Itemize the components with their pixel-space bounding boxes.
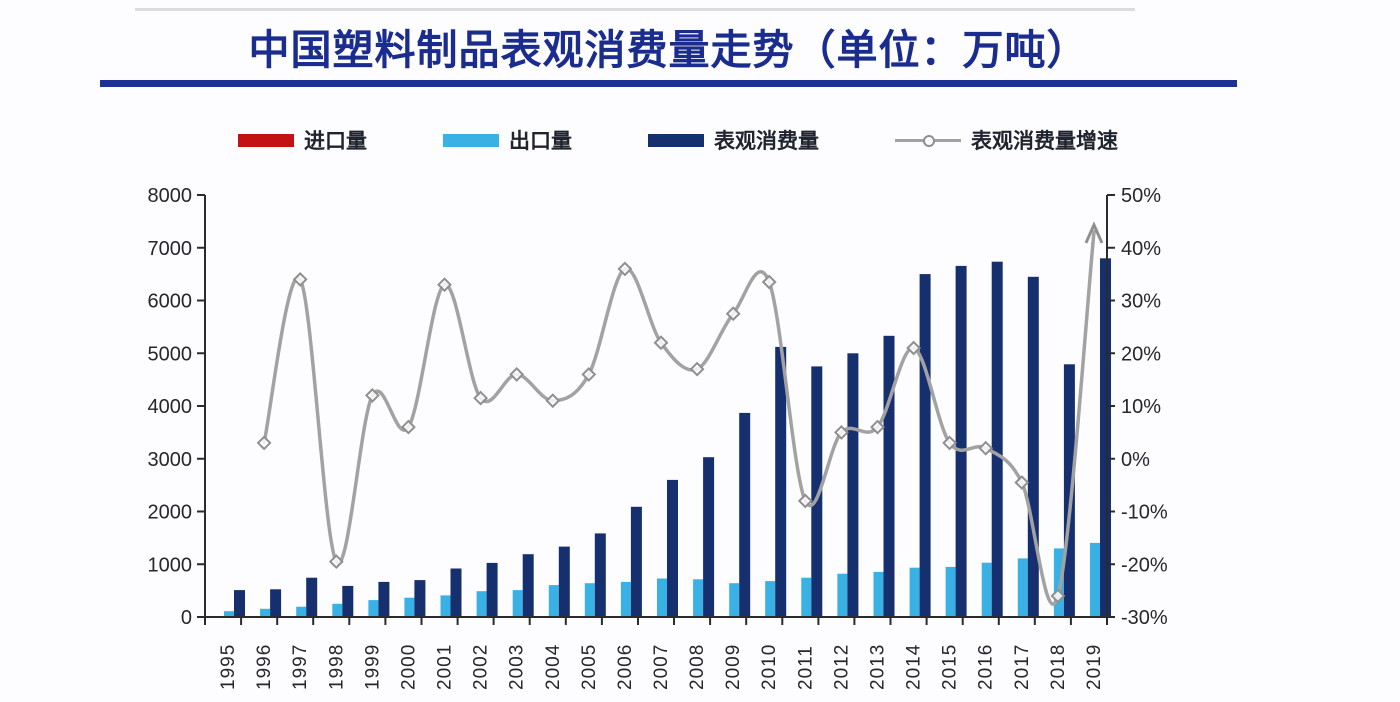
svg-text:1998: 1998	[326, 644, 347, 690]
svg-text:10%: 10%	[1121, 396, 1161, 418]
axes	[204, 195, 1108, 618]
svg-text:2015: 2015	[940, 644, 961, 690]
legend-item-0: 进口量	[238, 125, 367, 155]
x-axis-ticks	[204, 617, 1108, 625]
legend-item-1: 出口量	[443, 125, 572, 155]
svg-text:-10%: -10%	[1121, 502, 1168, 524]
legend-label: 出口量	[509, 130, 572, 153]
svg-text:2000: 2000	[148, 502, 193, 524]
svg-text:2013: 2013	[868, 644, 889, 690]
legend: 进口量 出口量 表观消费量 表观消费量增速	[238, 125, 1118, 155]
legend-color-swatch	[648, 133, 704, 147]
svg-text:2003: 2003	[507, 644, 528, 690]
svg-text:2012: 2012	[831, 644, 852, 690]
legend-label: 进口量	[304, 130, 367, 153]
svg-text:2002: 2002	[471, 644, 492, 690]
svg-text:5000: 5000	[148, 343, 193, 365]
svg-text:40%: 40%	[1121, 238, 1161, 260]
svg-text:2005: 2005	[579, 644, 600, 690]
svg-text:2019: 2019	[1084, 644, 1105, 690]
svg-text:3000: 3000	[148, 449, 193, 471]
legend-label: 表观消费量增速	[971, 130, 1118, 153]
top-border-rule	[135, 8, 1135, 11]
svg-text:1996: 1996	[254, 644, 275, 690]
svg-text:0: 0	[181, 607, 192, 629]
svg-text:2017: 2017	[1012, 644, 1033, 690]
svg-text:30%: 30%	[1121, 291, 1161, 313]
svg-text:2008: 2008	[687, 644, 708, 690]
svg-text:2004: 2004	[543, 644, 564, 690]
legend-color-swatch	[238, 133, 294, 147]
svg-text:1999: 1999	[362, 644, 383, 690]
export-bars	[224, 542, 1100, 617]
right-axis-labels: -30% -20% -10% 0% 10% 20% 30% 40% 50%	[1107, 185, 1168, 629]
svg-text:2001: 2001	[435, 644, 456, 690]
svg-text:4000: 4000	[148, 396, 193, 418]
svg-text:2014: 2014	[904, 644, 925, 690]
svg-text:7000: 7000	[148, 238, 193, 260]
svg-text:2016: 2016	[976, 644, 997, 690]
svg-text:2000: 2000	[398, 644, 419, 690]
growth-markers	[256, 221, 1104, 604]
title-underline	[100, 80, 1237, 87]
svg-text:-30%: -30%	[1121, 607, 1168, 629]
svg-text:50%: 50%	[1121, 185, 1161, 207]
svg-text:2010: 2010	[759, 644, 780, 690]
svg-text:0%: 0%	[1121, 449, 1150, 471]
legend-item-3: 表观消费量增速	[895, 125, 1118, 155]
legend-color-swatch	[443, 133, 499, 147]
svg-text:2018: 2018	[1048, 644, 1069, 690]
svg-text:2011: 2011	[795, 645, 816, 690]
svg-text:1000: 1000	[148, 554, 193, 576]
svg-text:2009: 2009	[723, 644, 744, 690]
svg-text:1997: 1997	[290, 644, 311, 690]
svg-text:6000: 6000	[148, 291, 193, 313]
svg-text:2007: 2007	[651, 644, 672, 690]
growth-line	[262, 230, 1096, 606]
legend-line-marker-swatch	[895, 134, 961, 147]
legend-item-2: 表观消费量	[648, 125, 819, 155]
consumption-bars	[234, 258, 1111, 618]
svg-text:8000: 8000	[148, 185, 193, 207]
svg-text:-20%: -20%	[1121, 554, 1168, 576]
chart-title: 中国塑料制品表观消费量走势（单位：万吨）	[248, 27, 1089, 73]
left-axis-labels: 0 1000 2000 3000 4000 5000 6000 7000 8000	[148, 185, 205, 629]
svg-text:1995: 1995	[218, 644, 239, 690]
svg-text:2006: 2006	[615, 644, 636, 690]
svg-text:20%: 20%	[1121, 343, 1161, 365]
x-axis-labels: 1995 1996 1997 1998 1999 2000 2001 2002 2003 2004…	[218, 644, 1105, 690]
legend-label: 表观消费量	[714, 130, 819, 153]
